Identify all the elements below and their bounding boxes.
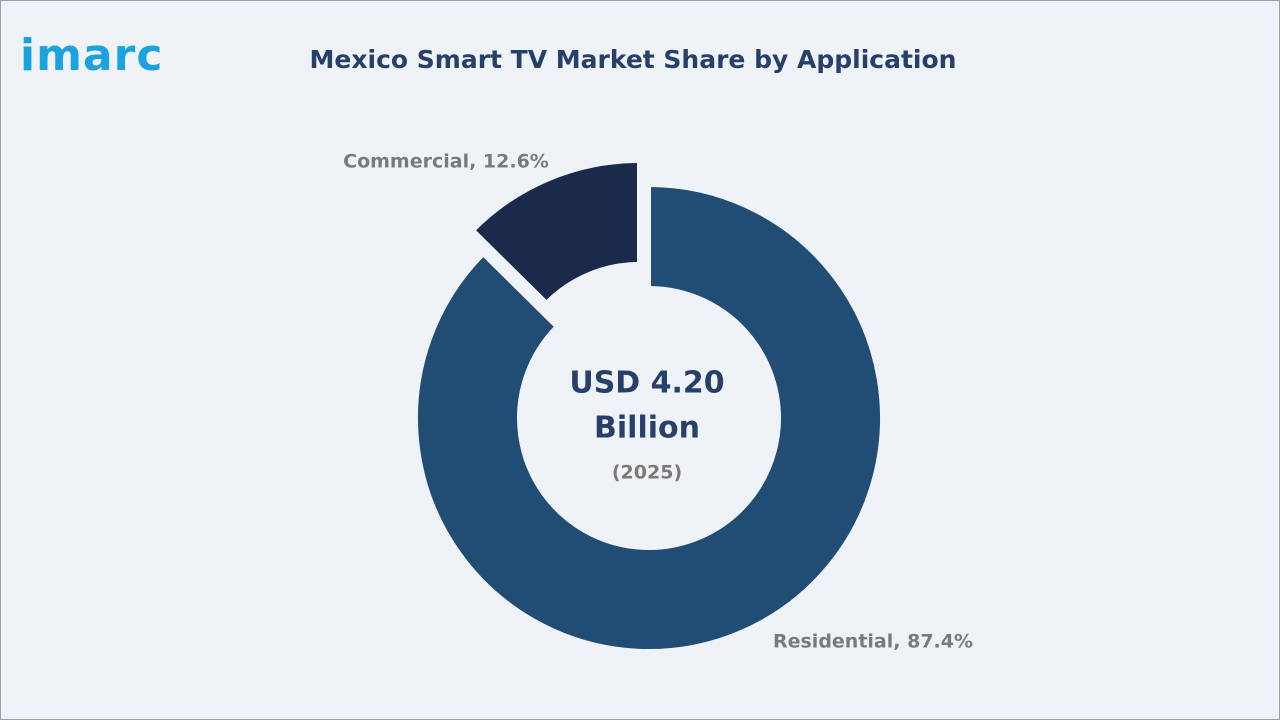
slice-label: Residential, 87.4% — [773, 631, 973, 653]
donut-slice — [470, 159, 641, 306]
center-label: (2025) — [612, 462, 682, 484]
plot: Residential, 87.4% Commercial, 12.6% USD 4… — [343, 151, 973, 653]
logo: imarc — [20, 30, 163, 81]
slice-label: Commercial, 12.6% — [343, 151, 549, 173]
chart-title: Mexico Smart TV Market Share by Applicat… — [310, 45, 957, 74]
center-label: Billion — [594, 411, 700, 446]
center-label: USD 4.20 — [569, 366, 724, 401]
donut-slice — [414, 182, 884, 653]
